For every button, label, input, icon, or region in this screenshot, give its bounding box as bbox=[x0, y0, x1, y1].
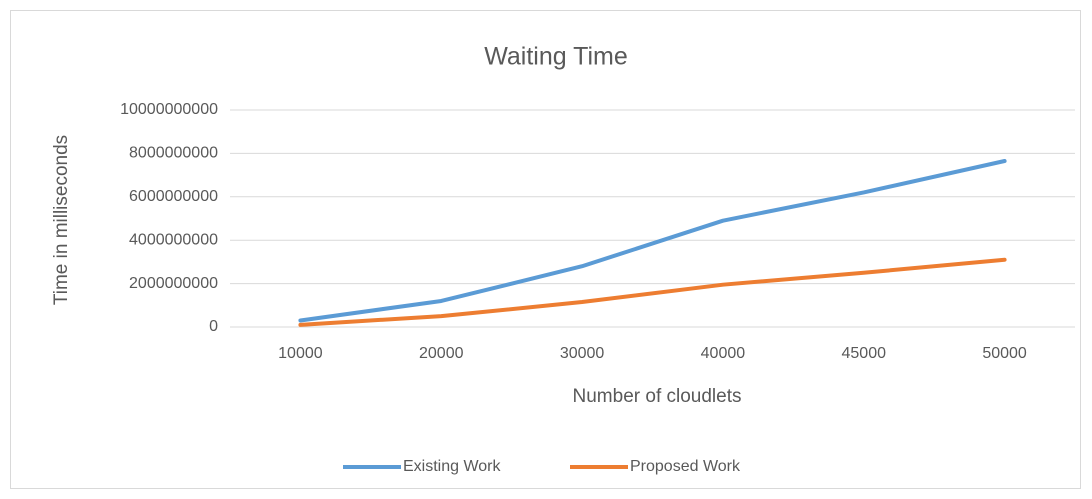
y-tick-label: 10000000000 bbox=[120, 101, 218, 118]
chart-frame bbox=[10, 10, 1081, 489]
x-axis-title: Number of cloudlets bbox=[573, 386, 742, 407]
x-tick-label: 45000 bbox=[842, 345, 887, 362]
x-tick-label: 40000 bbox=[701, 345, 746, 362]
series-line bbox=[298, 257, 1007, 327]
x-tick-label: 10000 bbox=[278, 345, 323, 362]
y-axis-title: Time in milliseconds bbox=[51, 135, 72, 305]
x-tick-label: 50000 bbox=[982, 345, 1027, 362]
y-tick-label: 2000000000 bbox=[129, 275, 218, 292]
y-tick-label: 6000000000 bbox=[129, 188, 218, 205]
legend-label: Proposed Work bbox=[630, 458, 741, 475]
chart-title: Waiting Time bbox=[484, 43, 628, 71]
x-tick-label: 20000 bbox=[419, 345, 464, 362]
series-line bbox=[298, 158, 1007, 323]
x-tick-label: 30000 bbox=[560, 345, 605, 362]
y-tick-label: 4000000000 bbox=[129, 231, 218, 248]
y-tick-label: 8000000000 bbox=[129, 145, 218, 162]
legend-label: Existing Work bbox=[403, 458, 502, 475]
y-tick-label: 0 bbox=[209, 318, 218, 335]
